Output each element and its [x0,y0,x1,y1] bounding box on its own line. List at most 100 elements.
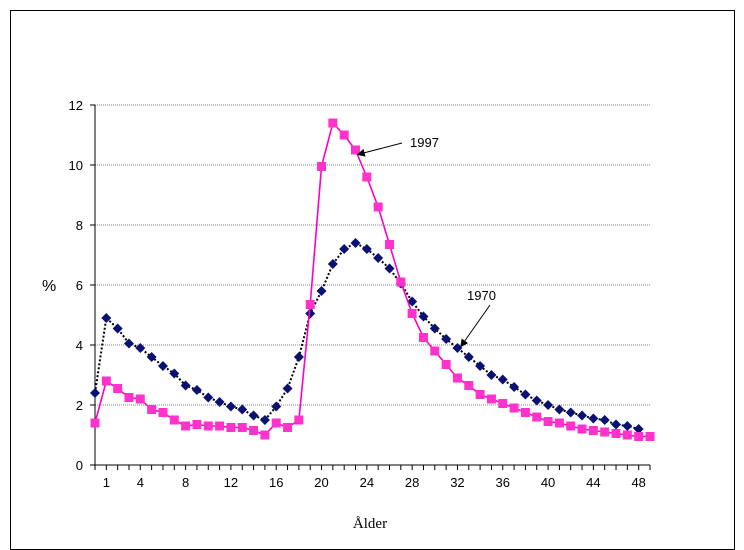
point-1970 [599,415,610,425]
point-1997 [362,172,372,182]
x-tick-label: 1 [103,475,110,490]
point-1997 [181,421,191,431]
point-1997 [158,408,168,417]
x-tick-label: 20 [314,475,328,490]
annotations: 1997 1970 [356,135,496,348]
x-axis-label: Ålder [353,516,387,532]
point-1997 [328,118,338,128]
point-1997 [147,405,157,414]
point-1997 [554,418,564,428]
annotation-label: 1970 [467,288,496,303]
point-1970 [350,238,361,248]
point-1970 [135,343,146,353]
point-1970 [248,410,259,421]
point-1970 [531,395,542,406]
y-tick-label: 10 [69,158,83,173]
point-1997 [634,432,644,441]
x-tick-label: 44 [586,475,600,490]
y-tick-label: 12 [69,98,83,113]
point-1970 [463,352,474,362]
point-1970 [339,244,350,254]
point-1970 [259,415,270,425]
point-1970 [622,421,633,431]
x-tick-label: 48 [631,475,645,490]
point-1997 [373,202,383,212]
point-1970 [577,410,588,421]
point-1997 [611,429,621,438]
x-tick-label: 16 [269,475,283,490]
point-1997 [452,373,462,383]
chart-frame [10,10,735,550]
point-1970 [214,397,225,407]
point-1997 [543,417,553,426]
point-1970 [497,374,508,385]
y-tick-label: 8 [76,218,83,233]
x-tick-label: 24 [360,475,374,490]
x-tick-label: 36 [496,475,510,490]
point-1997 [622,430,632,440]
point-1970 [429,323,440,334]
point-1970 [441,334,452,344]
point-1997 [124,393,134,402]
point-1997 [430,346,440,356]
point-1970 [452,343,463,353]
point-1997 [192,420,202,429]
point-1970 [225,401,236,412]
point-1997 [294,415,304,425]
point-1970 [203,392,214,403]
y-tick-label: 2 [76,398,83,413]
point-1970 [180,380,191,391]
point-1997 [351,145,361,155]
point-1997 [339,130,349,140]
y-tick-label: 4 [76,338,83,353]
point-1970 [520,389,531,400]
point-1997 [101,376,111,386]
x-tick-label: 4 [137,475,144,490]
point-1997 [135,394,145,404]
point-1970 [327,259,338,269]
point-1997 [441,360,451,369]
axes [90,104,651,470]
point-1997 [215,421,225,431]
point-1970 [361,244,372,254]
point-1997 [113,384,123,393]
y-axis-label: % [42,278,56,295]
point-1997 [271,418,281,428]
point-1997 [407,309,417,318]
point-1970 [509,382,520,392]
y-tick-label: 6 [76,278,83,293]
point-1997 [645,432,655,441]
point-1997 [203,421,213,431]
point-1997 [418,333,428,342]
gridlines [95,104,650,406]
point-1970 [237,404,248,415]
point-1970 [475,361,486,371]
point-1970 [282,383,293,394]
point-1970 [373,253,384,263]
point-1997 [249,426,259,435]
x-tick-label: 40 [541,475,555,490]
point-1997 [486,394,496,404]
annotation-arrow [356,142,403,157]
y-tick-label: 0 [76,458,83,473]
point-1970 [101,313,112,323]
x-tick-label: 28 [405,475,419,490]
point-1997 [384,240,394,249]
annotation-label: 1997 [410,135,439,150]
point-1970 [169,368,180,379]
x-tick-label: 8 [182,475,189,490]
point-1997 [509,403,519,413]
point-1970 [407,296,418,307]
point-1970 [554,404,565,415]
point-1997 [90,418,100,428]
point-1970 [191,385,202,395]
point-1970 [90,388,100,398]
point-1970 [146,352,157,362]
point-1970 [157,361,168,371]
point-1997 [577,424,587,434]
point-1997 [532,412,542,422]
point-1970 [611,419,622,430]
point-1997 [317,162,327,171]
